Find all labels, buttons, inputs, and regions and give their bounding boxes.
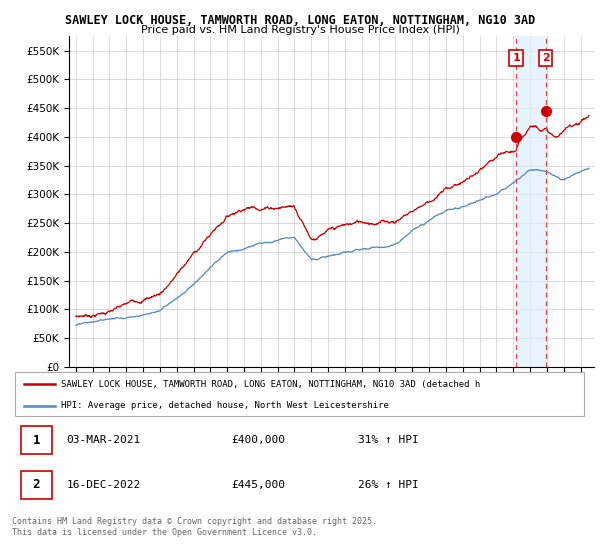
Text: Price paid vs. HM Land Registry's House Price Index (HPI): Price paid vs. HM Land Registry's House … (140, 25, 460, 35)
FancyBboxPatch shape (15, 372, 584, 416)
Bar (516, 36, 545, 367)
Text: 1: 1 (512, 53, 520, 63)
Text: 26% ↑ HPI: 26% ↑ HPI (358, 480, 418, 489)
Text: £400,000: £400,000 (231, 435, 285, 445)
FancyBboxPatch shape (20, 471, 52, 498)
Text: SAWLEY LOCK HOUSE, TAMWORTH ROAD, LONG EATON, NOTTINGHAM, NG10 3AD: SAWLEY LOCK HOUSE, TAMWORTH ROAD, LONG E… (65, 14, 535, 27)
Text: 16-DEC-2022: 16-DEC-2022 (67, 480, 141, 489)
FancyBboxPatch shape (20, 427, 52, 454)
Text: SAWLEY LOCK HOUSE, TAMWORTH ROAD, LONG EATON, NOTTINGHAM, NG10 3AD (detached h: SAWLEY LOCK HOUSE, TAMWORTH ROAD, LONG E… (61, 380, 480, 389)
Text: 2: 2 (33, 478, 40, 491)
Text: 2: 2 (542, 53, 550, 63)
Text: 03-MAR-2021: 03-MAR-2021 (67, 435, 141, 445)
Text: HPI: Average price, detached house, North West Leicestershire: HPI: Average price, detached house, Nort… (61, 401, 389, 410)
Text: £445,000: £445,000 (231, 480, 285, 489)
Text: 1: 1 (33, 434, 40, 447)
Text: 31% ↑ HPI: 31% ↑ HPI (358, 435, 418, 445)
Text: Contains HM Land Registry data © Crown copyright and database right 2025.
This d: Contains HM Land Registry data © Crown c… (12, 517, 377, 536)
